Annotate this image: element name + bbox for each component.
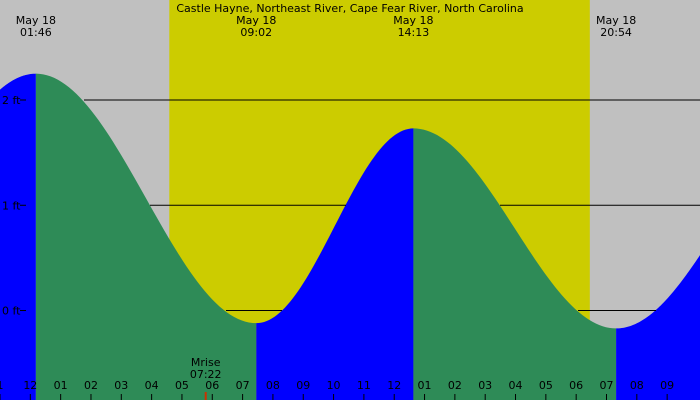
chart-title: Castle Hayne, Northeast River, Cape Fear… <box>176 2 523 15</box>
hour-tick-label: 02 <box>84 379 98 392</box>
y-tick-label: 1 ft <box>2 199 21 212</box>
falling-tide-fill <box>35 73 257 400</box>
hour-tick-label: 03 <box>478 379 492 392</box>
extreme-date: May 18 <box>596 14 636 27</box>
hour-tick-label: 10 <box>327 379 341 392</box>
hour-tick-label: 01 <box>418 379 432 392</box>
rising-tide-fill <box>616 255 700 400</box>
hour-tick-label: 06 <box>569 379 583 392</box>
hour-tick-label: 02 <box>448 379 462 392</box>
hour-tick-label: 1 <box>0 379 4 392</box>
hour-tick-label: 07 <box>236 379 250 392</box>
rising-tide-fill <box>256 128 414 400</box>
extreme-time: 14:13 <box>398 26 430 39</box>
hour-tick-label: 08 <box>630 379 644 392</box>
falling-tide-fill <box>413 128 617 400</box>
extreme-time: 20:54 <box>600 26 632 39</box>
moonrise-time: 07:22 <box>190 368 222 381</box>
y-tick-label: 2 ft <box>2 94 21 107</box>
moonrise-label: Mrise <box>191 356 221 369</box>
hour-tick-label: 11 <box>357 379 371 392</box>
extreme-date: May 18 <box>16 14 56 27</box>
extreme-date: May 18 <box>393 14 433 27</box>
extreme-time: 09:02 <box>240 26 272 39</box>
hour-tick-label: 07 <box>599 379 613 392</box>
hour-tick-label: 03 <box>114 379 128 392</box>
extreme-date: May 18 <box>236 14 276 27</box>
hour-tick-label: 04 <box>145 379 159 392</box>
hour-tick-label: 12 <box>23 379 37 392</box>
y-tick-label: 0 ft <box>2 305 21 318</box>
hour-tick-label: 01 <box>54 379 68 392</box>
hour-tick-label: 06 <box>205 379 219 392</box>
hour-tick-label: 09 <box>296 379 310 392</box>
rising-tide-fill <box>0 73 36 400</box>
hour-tick-label: 09 <box>660 379 674 392</box>
tide-fills <box>0 73 700 400</box>
hour-tick-label: 05 <box>539 379 553 392</box>
hour-tick-label: 08 <box>266 379 280 392</box>
extreme-time: 01:46 <box>20 26 52 39</box>
hour-tick-label: 04 <box>509 379 523 392</box>
hour-tick-label: 05 <box>175 379 189 392</box>
hour-axis: 1 12 01 02 03 04 05 06 07 08 09 10 11 12 01 02 03 04 05 06 0… <box>0 379 674 400</box>
height-gridlines: 2 ft 1 ft 0 ft <box>2 94 700 318</box>
hour-tick-label: 12 <box>387 379 401 392</box>
